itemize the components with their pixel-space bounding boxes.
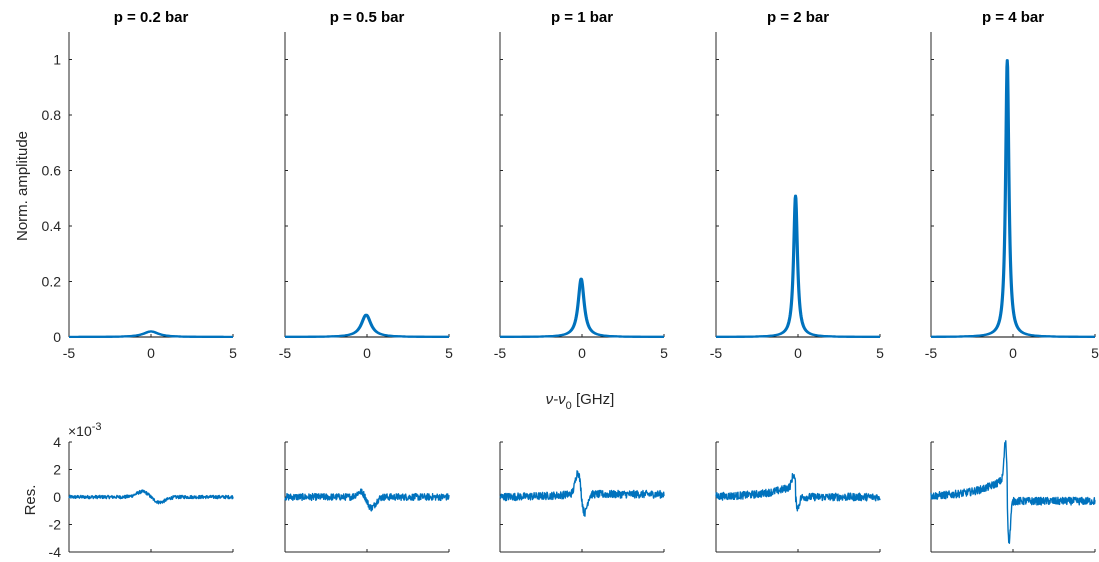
- panel-title: p = 1 bar: [551, 9, 613, 26]
- x-tick-label: 5: [876, 345, 884, 361]
- x-axis-label-unit: [GHz]: [572, 391, 615, 408]
- x-axis-label-main: ν-ν: [546, 391, 566, 408]
- residual-exponent-base: ×10: [68, 423, 92, 439]
- y-tick-label: 0: [53, 329, 61, 345]
- x-tick-label: -5: [925, 345, 938, 361]
- y-axis-label-residual: Res.: [22, 485, 39, 516]
- panel-title: p = 0.2 bar: [114, 9, 189, 26]
- x-tick-label: 5: [1091, 345, 1099, 361]
- spectrum-line: [284, 313, 450, 338]
- fit-line: [499, 277, 665, 338]
- y-axis-label-amplitude: Norm. amplitude: [14, 131, 31, 241]
- residual-exponent: ×10-3: [68, 421, 102, 439]
- fit-line: [284, 313, 450, 338]
- x-tick-label: 0: [1009, 345, 1017, 361]
- panel-title: p = 2 bar: [767, 9, 829, 26]
- x-tick-label: 5: [229, 345, 237, 361]
- y-tick-label: 0.2: [42, 274, 62, 290]
- x-tick-label: 0: [578, 345, 586, 361]
- x-tick-label: 0: [794, 345, 802, 361]
- y-tick-label: 0.6: [42, 163, 62, 179]
- spectrum-line: [499, 277, 665, 338]
- residual-y-tick-label: -2: [49, 517, 62, 533]
- x-axis-label-subscript: 0: [566, 400, 572, 412]
- panel-5: p = 4 bar -5 0 5: [925, 9, 1099, 553]
- residual-y-tick-label: 0: [53, 489, 61, 505]
- fit-line: [930, 59, 1096, 338]
- residual-exponent-power: -3: [92, 421, 102, 433]
- x-tick-label: -5: [279, 345, 292, 361]
- x-tick-label: -5: [63, 345, 76, 361]
- y-tick-label: 0.8: [42, 107, 62, 123]
- fit-line: [715, 194, 881, 338]
- residual-y-tick-label: 2: [53, 462, 61, 478]
- fit-line: [68, 330, 234, 339]
- x-tick-label: 5: [660, 345, 668, 361]
- x-tick-label: -5: [710, 345, 723, 361]
- residual-y-tick-label: 4: [53, 434, 61, 450]
- panel-title: p = 4 bar: [982, 9, 1044, 26]
- residual-line: [68, 489, 234, 505]
- x-axis-label: ν-ν0 [GHz]: [546, 391, 615, 412]
- y-tick-label: 0.4: [42, 218, 62, 234]
- y-tick-label: 1: [53, 52, 61, 68]
- x-tick-label: 5: [445, 345, 453, 361]
- residual-line: [499, 470, 665, 517]
- panel-title: p = 0.5 bar: [330, 9, 405, 26]
- x-tick-label: 0: [147, 345, 155, 361]
- x-tick-label: -5: [494, 345, 507, 361]
- residual-y-tick-label: -4: [49, 544, 62, 560]
- residual-line: [715, 473, 881, 512]
- residual-line: [930, 440, 1096, 544]
- residual-line: [284, 488, 450, 512]
- panel-4: p = 2 bar -5 0 5: [710, 9, 884, 553]
- panel-2: p = 0.5 bar -5 0 5: [279, 9, 453, 553]
- panel-3: p = 1 bar -5 0 5: [494, 9, 668, 553]
- x-tick-label: 0: [363, 345, 371, 361]
